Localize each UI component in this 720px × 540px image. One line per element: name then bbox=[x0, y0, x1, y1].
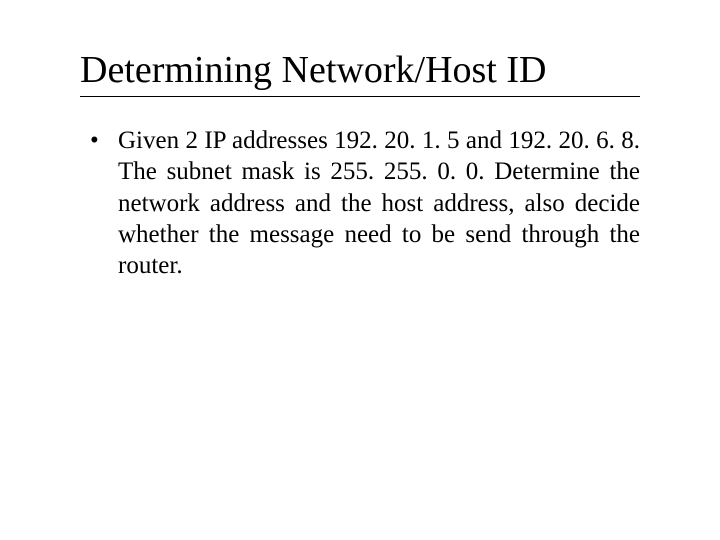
slide-title: Determining Network/Host ID bbox=[80, 48, 640, 97]
bullet-list: Given 2 IP addresses 192. 20. 1. 5 and 1… bbox=[80, 125, 640, 281]
slide: Determining Network/Host ID Given 2 IP a… bbox=[0, 0, 720, 540]
slide-body: Given 2 IP addresses 192. 20. 1. 5 and 1… bbox=[80, 125, 640, 281]
bullet-item: Given 2 IP addresses 192. 20. 1. 5 and 1… bbox=[108, 125, 640, 281]
